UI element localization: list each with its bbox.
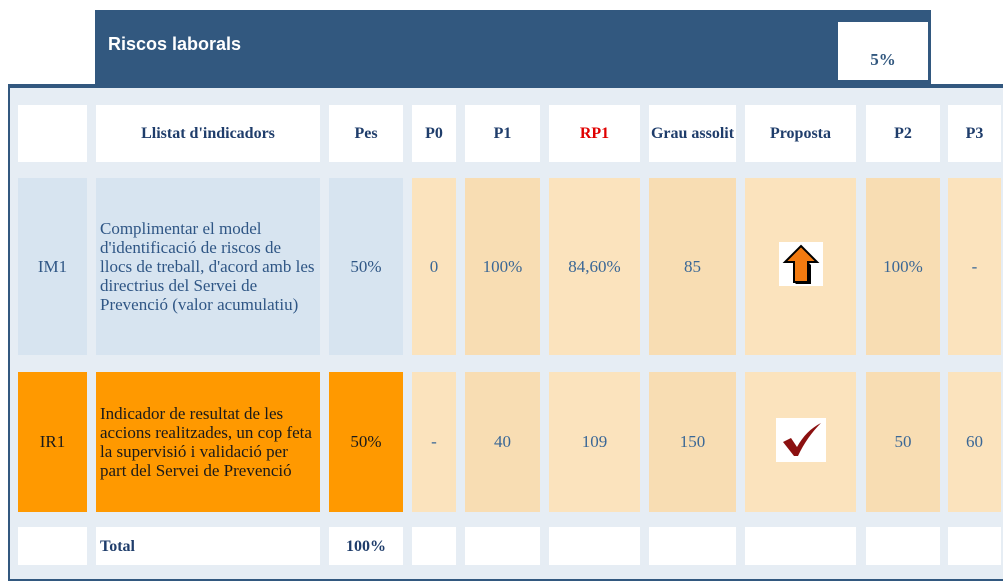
total-cell: Total: [96, 527, 320, 565]
cell-p0: -: [412, 372, 456, 512]
cell-code: IM1: [18, 178, 87, 355]
cell-p1: 40: [465, 372, 540, 512]
column-header: P0: [412, 105, 456, 162]
empty-cell: [649, 527, 736, 565]
cell-rp1: 84,60%: [549, 178, 640, 355]
proposta-icon: [778, 242, 823, 291]
column-header: Proposta: [745, 105, 856, 162]
indicator-description: Complimentar el model d'identificació de…: [96, 178, 320, 355]
header-bar: [95, 10, 931, 86]
column-header: Pes: [329, 105, 403, 162]
total-cell: 100%: [329, 527, 403, 565]
cell-p2: 50: [866, 372, 940, 512]
cell-rp1: 109: [549, 372, 640, 512]
empty-cell: [745, 527, 856, 565]
empty-cell: [866, 527, 940, 565]
column-header: P1: [465, 105, 540, 162]
cell-pes: 50%: [329, 178, 403, 355]
header-weight: 5%: [870, 50, 896, 69]
cell-p1: 100%: [465, 178, 540, 355]
cell-pes: 50%: [329, 372, 403, 512]
column-header: P2: [866, 105, 940, 162]
header-title: Riscos laborals: [108, 34, 242, 54]
proposta-cell: [745, 372, 856, 512]
cell-code: IR1: [18, 372, 87, 512]
cell-grau: 85: [649, 178, 736, 355]
cell-p3: 60: [948, 372, 1001, 512]
column-header: RP1: [549, 105, 640, 162]
indicator-description: Indicador de resultat de les accions rea…: [96, 372, 320, 512]
column-header: Llistat d'indicadors: [96, 105, 320, 162]
cell-p3: -: [948, 178, 1001, 355]
cell-p2: 100%: [866, 178, 940, 355]
weight-box: [838, 22, 928, 80]
proposta-cell: [745, 178, 856, 355]
empty-cell: [948, 527, 1001, 565]
empty-cell: [549, 527, 640, 565]
column-header: P3: [948, 105, 1001, 162]
cell-grau: 150: [649, 372, 736, 512]
empty-cell: [465, 527, 540, 565]
column-header: Grau assolit: [649, 105, 736, 162]
empty-cell: [412, 527, 456, 565]
proposta-icon: [775, 417, 826, 467]
empty-cell: [18, 527, 87, 565]
header-cell: [18, 105, 87, 162]
cell-p0: 0: [412, 178, 456, 355]
